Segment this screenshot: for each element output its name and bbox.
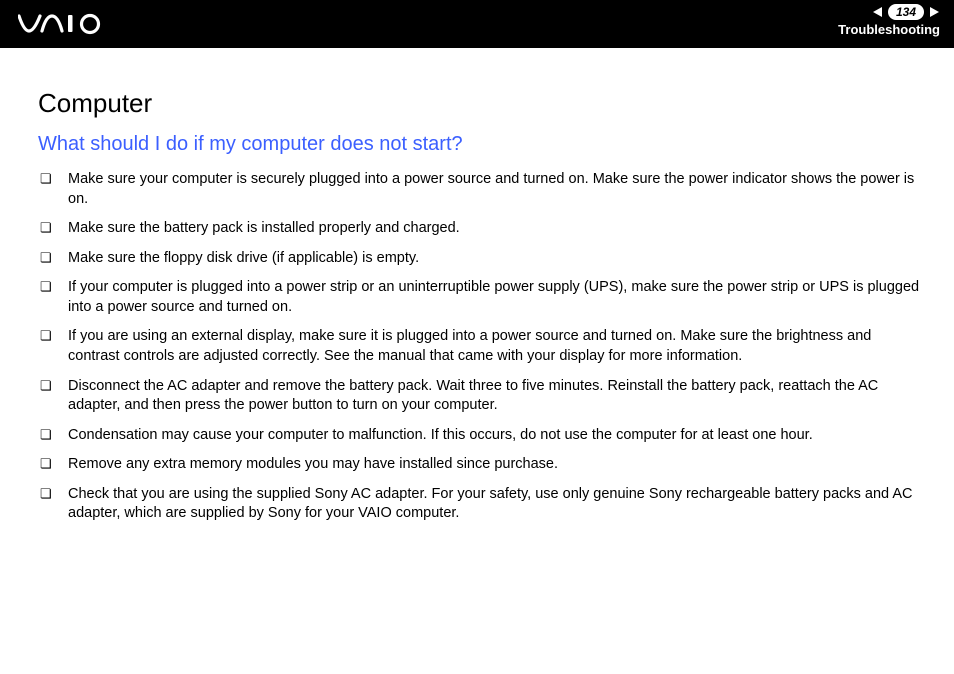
list-item: Disconnect the AC adapter and remove the… (38, 377, 924, 416)
section-label: Troubleshooting (838, 22, 940, 37)
list-item: Remove any extra memory modules you may … (38, 455, 924, 475)
page-nav: 134 (838, 4, 940, 20)
question-heading: What should I do if my computer does not… (38, 133, 924, 156)
list-item: Condensation may cause your computer to … (38, 426, 924, 446)
list-item: Make sure your computer is securely plug… (38, 170, 924, 209)
vaio-logo (18, 13, 114, 35)
header-bar: 134 Troubleshooting (0, 0, 954, 48)
next-page-arrow-icon[interactable] (928, 6, 940, 18)
list-item: If you are using an external display, ma… (38, 327, 924, 366)
list-item: Make sure the floppy disk drive (if appl… (38, 249, 924, 269)
list-item: If your computer is plugged into a power… (38, 278, 924, 317)
list-item: Make sure the battery pack is installed … (38, 219, 924, 239)
list-item: Check that you are using the supplied So… (38, 485, 924, 524)
page-title: Computer (38, 88, 924, 119)
prev-page-arrow-icon[interactable] (872, 6, 884, 18)
header-right: 134 Troubleshooting (838, 4, 940, 37)
troubleshooting-list: Make sure your computer is securely plug… (38, 170, 924, 524)
content-area: Computer What should I do if my computer… (0, 48, 954, 554)
page-number: 134 (888, 4, 924, 20)
